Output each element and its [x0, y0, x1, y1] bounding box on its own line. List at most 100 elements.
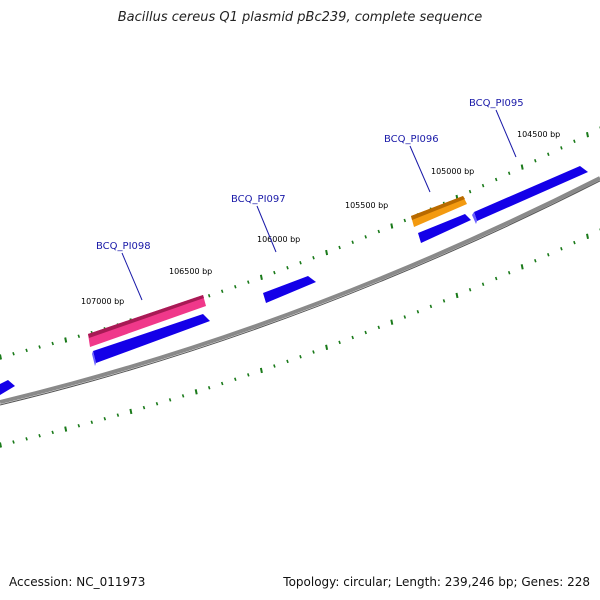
tick-mark [129, 408, 133, 415]
sequence-summary: Topology: circular; Length: 239,246 bp; … [283, 575, 590, 589]
ruler-label-105500: 105500 bp [345, 201, 388, 210]
tick-mark [286, 359, 289, 364]
tick-mark [468, 189, 472, 194]
tick-mark [116, 413, 120, 417]
tick-mark [338, 245, 341, 250]
tick-mark [390, 223, 394, 229]
tick-mark [507, 270, 511, 275]
tick-mark [0, 354, 2, 360]
inner-tick-track [0, 228, 600, 448]
tick-mark [90, 420, 94, 424]
tick-mark [12, 351, 15, 356]
gene-label-bcq-pi095[interactable]: BCQ_PI095 [469, 98, 524, 109]
tick-mark [207, 385, 211, 390]
tick-mark [520, 264, 524, 270]
tick-mark [0, 442, 2, 448]
tick-mark [468, 288, 472, 292]
tick-mark [573, 240, 576, 245]
tick-mark [259, 367, 263, 374]
tick-mark [377, 229, 381, 234]
tick-mark [507, 171, 511, 176]
sequence-backbone-shadow [0, 180, 600, 406]
tick-mark [77, 423, 81, 428]
tick-mark [520, 164, 524, 170]
tick-mark [351, 240, 354, 244]
tick-mark [364, 235, 367, 239]
tick-mark [351, 335, 354, 340]
ruler-label-107000: 107000 bp [81, 297, 124, 306]
tick-mark [586, 233, 589, 239]
tick-mark [77, 334, 81, 339]
tick-mark [234, 284, 237, 289]
gene-label-bcq-pi097[interactable]: BCQ_PI097 [231, 194, 286, 205]
tick-mark [494, 276, 498, 281]
tick-mark [299, 355, 302, 359]
tick-mark [12, 440, 15, 444]
gene-partial-left[interactable] [0, 380, 15, 395]
tick-mark [325, 249, 329, 256]
tick-mark [403, 315, 407, 319]
tick-mark [103, 416, 107, 421]
gene-pink[interactable] [88, 295, 206, 347]
gene-bcq-pi097[interactable] [263, 276, 316, 303]
tick-mark [390, 319, 394, 325]
tick-mark [364, 330, 367, 335]
gene-label-bcq-pi096[interactable]: BCQ_PI096 [384, 134, 439, 145]
tick-mark [455, 292, 459, 299]
ruler-label-106000: 106000 bp [257, 235, 300, 244]
gene-leader-bcq-pi097 [256, 205, 277, 253]
sequence-backbone [0, 176, 600, 404]
tick-mark [207, 293, 211, 298]
tick-mark [338, 340, 341, 345]
ruler-label-105000: 105000 bp [431, 167, 474, 176]
tick-mark [247, 280, 250, 284]
tick-mark [181, 394, 185, 398]
tick-mark [534, 259, 537, 263]
ruler-label-106500: 106500 bp [169, 267, 212, 276]
tick-mark [403, 218, 407, 223]
tick-mark [299, 261, 302, 265]
tick-mark [247, 373, 250, 377]
gene-bcq-pi095[interactable] [472, 166, 588, 224]
gene-bcq-pi098-partner[interactable] [92, 314, 210, 366]
tick-mark [64, 426, 68, 432]
gene-leader-bcq-pi096 [409, 145, 431, 193]
tick-mark [325, 344, 329, 350]
tick-mark [25, 348, 28, 353]
tick-mark [273, 364, 276, 368]
gene-bcq-pi096-partner[interactable] [418, 214, 471, 243]
tick-mark [429, 304, 433, 309]
tick-mark [494, 177, 498, 182]
tick-mark [234, 377, 237, 381]
tick-mark [286, 265, 289, 270]
gene-orange[interactable] [411, 196, 467, 227]
tick-mark [142, 405, 146, 410]
tick-mark [481, 282, 485, 286]
tick-mark [38, 345, 41, 349]
accession-label: Accession: NC_011973 [9, 575, 146, 589]
tick-mark [38, 433, 41, 438]
tick-mark [586, 132, 589, 138]
tick-mark [51, 430, 54, 435]
tick-mark [312, 255, 315, 260]
tick-mark [220, 381, 224, 386]
tick-mark [155, 402, 159, 406]
tick-mark [51, 341, 54, 346]
tick-mark [312, 350, 315, 354]
gene-label-bcq-pi098[interactable]: BCQ_PI098 [96, 241, 151, 252]
tick-mark [442, 299, 446, 303]
tick-mark [534, 158, 537, 163]
tick-mark [481, 183, 485, 188]
ruler-label-104500: 104500 bp [517, 130, 560, 139]
tick-mark [25, 437, 28, 441]
tick-mark [547, 253, 550, 257]
map-title: Bacillus cereus Q1 plasmid pBc239, compl… [117, 10, 483, 25]
tick-mark [573, 139, 576, 144]
tick-mark [220, 289, 224, 293]
tick-mark [416, 309, 420, 314]
tick-mark [560, 246, 563, 251]
tick-mark [377, 325, 381, 330]
gene-leader-bcq-pi095 [495, 109, 517, 158]
tick-mark [547, 152, 550, 157]
